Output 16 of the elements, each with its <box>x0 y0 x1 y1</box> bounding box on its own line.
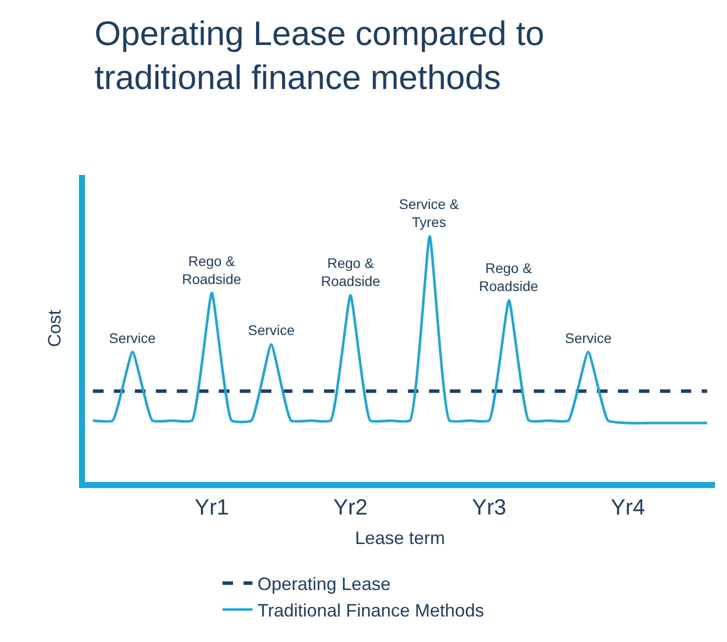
legend-label: Operating Lease <box>258 574 391 594</box>
x-tick-label: Yr2 <box>333 494 368 520</box>
annotation: Rego & Roadside <box>479 260 538 294</box>
chart-title: Operating Lease compared to traditional finance methods <box>94 14 544 98</box>
annotation: Service <box>565 330 612 346</box>
annotation: Service <box>109 330 156 346</box>
annotation: Service <box>248 322 295 338</box>
x-tick-label: Yr4 <box>610 494 645 520</box>
x-tick-label: Yr1 <box>194 494 229 520</box>
y-axis-title: Cost <box>44 310 65 348</box>
annotation: Rego & Roadside <box>182 253 242 288</box>
x-tick-label: Yr3 <box>472 494 506 520</box>
annotation: Rego & Roadside <box>321 255 380 290</box>
x-axis-title: Lease term <box>354 528 446 548</box>
text: Service & Tyres <box>399 196 460 230</box>
legend-label: Traditional Finance Methods <box>258 600 484 621</box>
